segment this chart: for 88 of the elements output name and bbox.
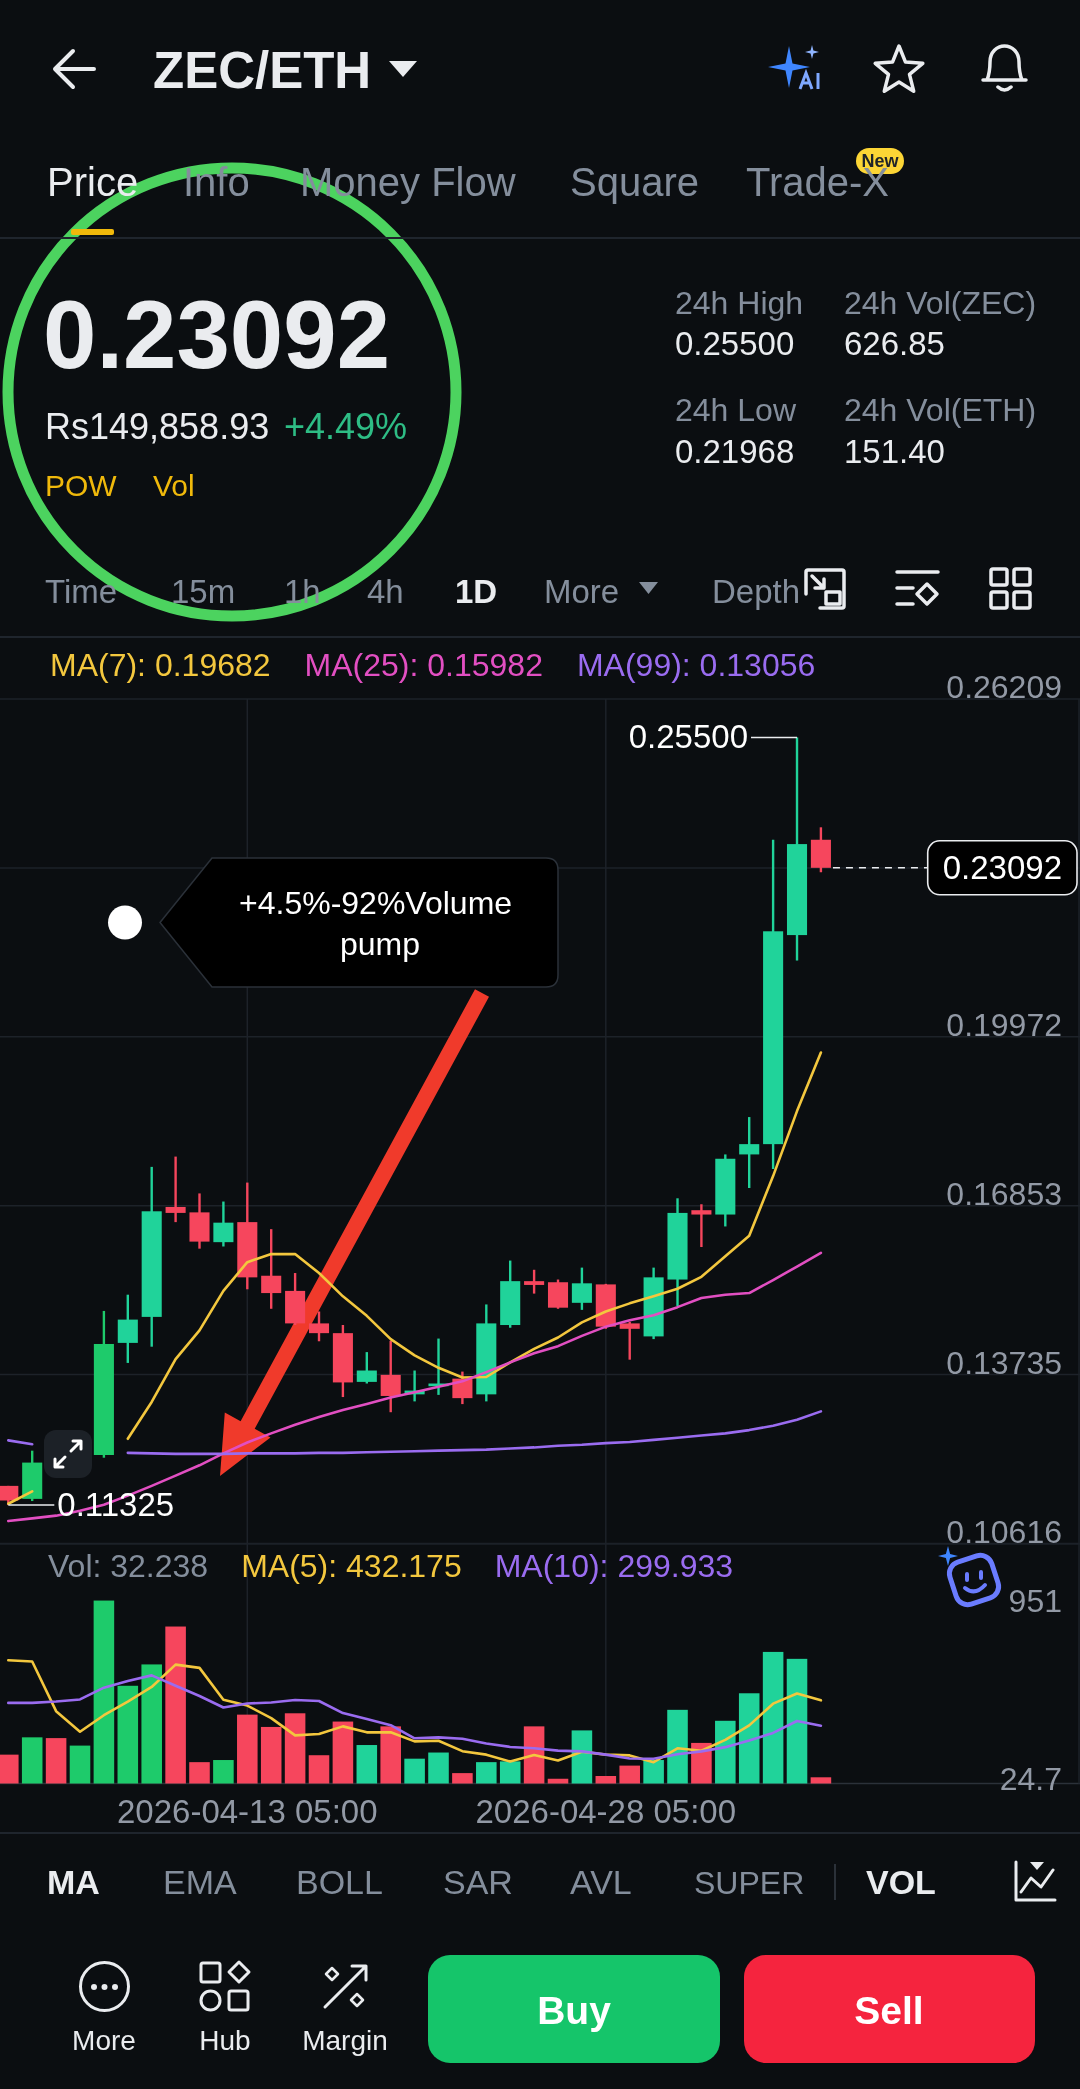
text: ZEC/ETH [153, 42, 372, 99]
bar [786, 1658, 808, 1783]
y-tick-label: 0.26209 [946, 669, 1062, 705]
text: 24h Vol(ZEC) [844, 285, 1037, 321]
bar [45, 1737, 67, 1783]
text: SUPER [694, 1865, 805, 1901]
text: 151.40 [844, 433, 945, 470]
text: Time [45, 573, 118, 610]
y-tick-label: 0.10616 [946, 1513, 1062, 1550]
bar [237, 1714, 258, 1783]
bar [308, 1754, 330, 1783]
text: BOLL [296, 1863, 383, 1901]
text: MA(7): 0.19682 [50, 647, 271, 683]
annotation: +4.5%-92%Volume pump [239, 884, 521, 962]
bar [476, 1761, 497, 1783]
y-tick-label: 0.19972 [946, 1006, 1062, 1043]
bar [213, 1759, 234, 1783]
bar [380, 1725, 401, 1783]
bar [356, 1744, 378, 1783]
bar [165, 1626, 186, 1783]
text: 0.25500 [675, 325, 795, 362]
text: Sell [854, 1989, 924, 2032]
x-tick-label: 2026-04-13 05:00 [117, 1792, 378, 1829]
text: MA(25): 0.15982 [304, 647, 543, 683]
ref-line-label: 0.23092 [942, 849, 1063, 887]
text: 24h High [675, 285, 804, 321]
text: 0.21968 [675, 433, 795, 470]
bar [571, 1729, 593, 1783]
y-tick-label: 0.16853 [946, 1175, 1062, 1212]
text: 4h [367, 573, 404, 610]
bar [332, 1721, 354, 1783]
text: SAR [443, 1863, 513, 1901]
text: 0.23092 [43, 281, 391, 388]
text: POW [45, 469, 118, 502]
text: Info [183, 160, 250, 204]
text: Margin [302, 2025, 388, 2056]
text: Depth [712, 573, 801, 610]
bar [117, 1685, 139, 1783]
bar [667, 1709, 688, 1783]
text: 15m [171, 573, 236, 610]
annotation: 0.25500 [628, 718, 749, 756]
bar [260, 1726, 282, 1783]
bar [643, 1759, 664, 1783]
bar [715, 1720, 736, 1783]
text: AVL [570, 1863, 632, 1901]
text: VOL [866, 1863, 936, 1901]
bar [284, 1712, 306, 1783]
text: MA(10): 299.933 [494, 1547, 734, 1584]
text: EMA [163, 1863, 237, 1901]
line-series [7, 1673, 823, 1760]
y-tick-label: 951 [1008, 1582, 1062, 1619]
text: 24h Vol(ETH) [844, 392, 1037, 428]
text: 24h Low [675, 392, 797, 428]
bar [499, 1760, 521, 1783]
bar [69, 1745, 91, 1783]
bar [452, 1772, 473, 1783]
text: MA(99): 0.13056 [576, 647, 816, 683]
bar [21, 1736, 43, 1783]
bar [595, 1775, 617, 1783]
bar [762, 1651, 784, 1783]
y-tick-label: 0.13735 [946, 1344, 1062, 1381]
text: 626.85 [844, 325, 945, 362]
text: +4.49% [284, 406, 408, 447]
bar [810, 1776, 832, 1783]
bar [404, 1758, 425, 1783]
bar [428, 1752, 449, 1783]
text: Square [570, 160, 699, 204]
series-label: Vol: 32.238 [48, 1547, 209, 1584]
text: Hub [199, 2025, 251, 2056]
bar [523, 1725, 545, 1783]
text: 1D [455, 573, 498, 610]
line-series [7, 1658, 823, 1763]
text: Rs149,858.93 [45, 406, 270, 447]
bar [738, 1692, 760, 1783]
text: MA [47, 1863, 100, 1901]
bar [93, 1600, 115, 1783]
text: More [72, 2025, 136, 2056]
text: More [544, 573, 620, 610]
x-tick-label: 2026-04-28 05:00 [475, 1792, 737, 1829]
bar [547, 1778, 569, 1783]
text: Vol [153, 469, 195, 502]
text: Price [47, 160, 139, 204]
text: Buy [537, 1989, 612, 2032]
bar [189, 1761, 210, 1783]
bar [141, 1663, 162, 1783]
y-tick-label: 24.7 [999, 1760, 1062, 1797]
text: MA(5): 432.175 [241, 1547, 462, 1584]
bar [619, 1765, 640, 1783]
